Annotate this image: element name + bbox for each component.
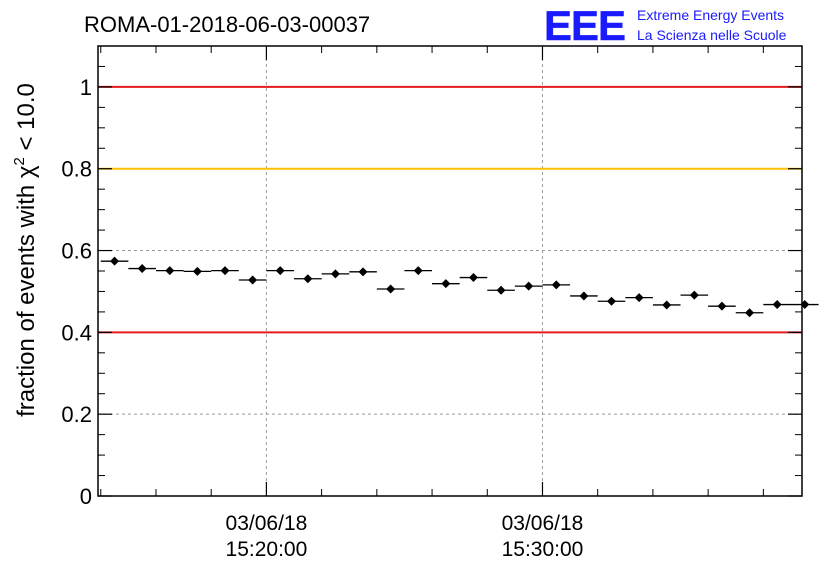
marker-3 [192,266,202,276]
data-point-13 [459,273,488,283]
marker-6 [275,266,285,276]
marker-13 [468,273,478,283]
data-point-19 [625,293,653,303]
marker-23 [745,308,755,318]
marker-18 [607,296,617,306]
logo-mark: EEE [544,2,625,49]
chart-title: ROMA-01-2018-06-03-00037 [84,12,370,37]
tick-labels: 0 0.2 0.4 0.6 0.8 1 03/06/18 15:20:00 03/06/18 15… [61,75,583,561]
data-point-15 [514,281,543,291]
data-point-11 [404,266,433,276]
marker-1 [137,264,147,274]
data-point-16 [542,280,571,290]
marker-11 [413,266,423,276]
x-tick-label-date-1: 03/06/18 [502,512,584,535]
y-tick-label-1: 0.2 [61,402,92,427]
y-axis-label-main: fraction of events with χ [13,165,40,417]
data-point-18 [597,296,626,306]
x-tick-label-time-0: 15:20:00 [226,538,308,561]
y-tick-label-4: 0.8 [61,157,92,182]
marker-15 [524,281,534,291]
data-point-12 [432,279,460,289]
eee-logo: EEE Extreme Energy Events La Scienza nel… [544,2,787,50]
y-tick-label-2: 0.4 [61,320,92,345]
marker-24 [772,300,782,310]
y-axis-label: fraction of events with χ2 < 10.0 [11,83,40,417]
data-point-2 [155,266,184,276]
marker-20 [662,300,672,310]
axes [97,45,803,497]
data-point-5 [238,275,267,285]
y-tick-label-0: 0 [80,484,92,509]
logo-line1: Extreme Energy Events [637,7,784,23]
data-point-22 [708,301,736,311]
data-point-6 [266,266,295,276]
data-point-4 [211,266,239,276]
marker-7 [303,274,313,284]
data-point-8 [321,269,350,279]
data-point-1 [128,264,156,274]
marker-8 [330,269,340,279]
marker-12 [441,279,451,289]
marker-16 [551,280,561,290]
data-point-14 [487,285,515,295]
marker-17 [579,291,589,301]
marker-19 [634,293,644,303]
marker-2 [165,266,175,276]
data-point-25 [790,300,819,310]
x-tick-label-date-0: 03/06/18 [226,512,308,535]
y-axis-label-superscript: 2 [11,157,28,165]
data-point-9 [349,267,377,277]
data-point-10 [376,284,405,294]
data-point-20 [652,300,681,310]
marker-10 [386,284,396,294]
marker-22 [717,301,727,311]
logo-line2: La Scienza nelle Scuole [637,27,787,43]
data-point-23 [735,308,764,318]
x-tick-label-time-1: 15:30:00 [502,538,584,561]
marker-14 [496,285,506,295]
marker-5 [248,275,258,285]
marker-21 [689,290,699,300]
y-tick-label-3: 0.6 [61,239,92,264]
data-point-21 [680,290,709,300]
data-points [100,256,819,318]
marker-4 [220,266,230,276]
data-point-24 [763,300,791,310]
data-point-3 [183,266,212,276]
reference-lines [98,85,802,334]
marker-9 [358,267,368,277]
data-point-7 [294,274,322,284]
data-point-0 [100,256,129,266]
y-axis-label-tail: < 10.0 [13,83,40,157]
marker-0 [110,256,120,266]
data-point-17 [570,291,598,301]
y-tick-label-5: 1 [80,75,92,100]
